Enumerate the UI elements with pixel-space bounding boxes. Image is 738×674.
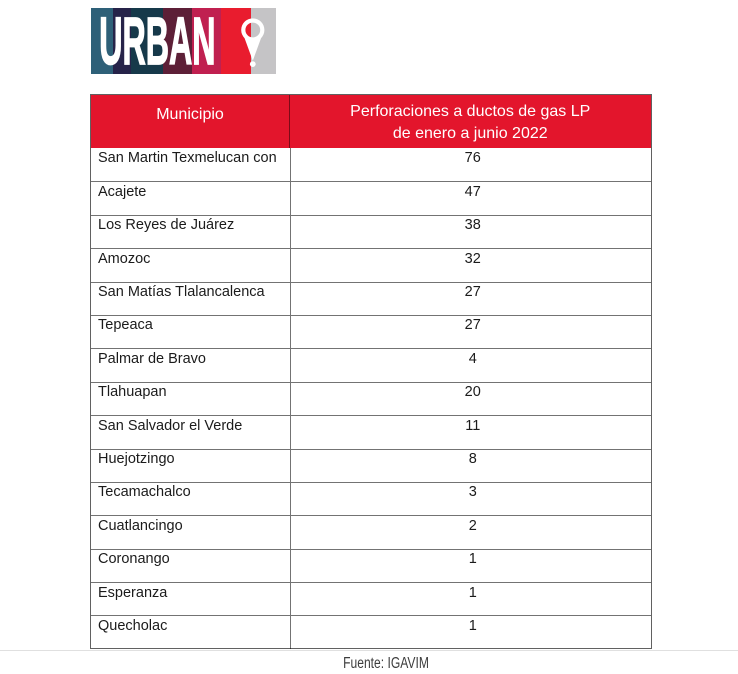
- svg-text:URBAN: URBAN: [99, 8, 215, 74]
